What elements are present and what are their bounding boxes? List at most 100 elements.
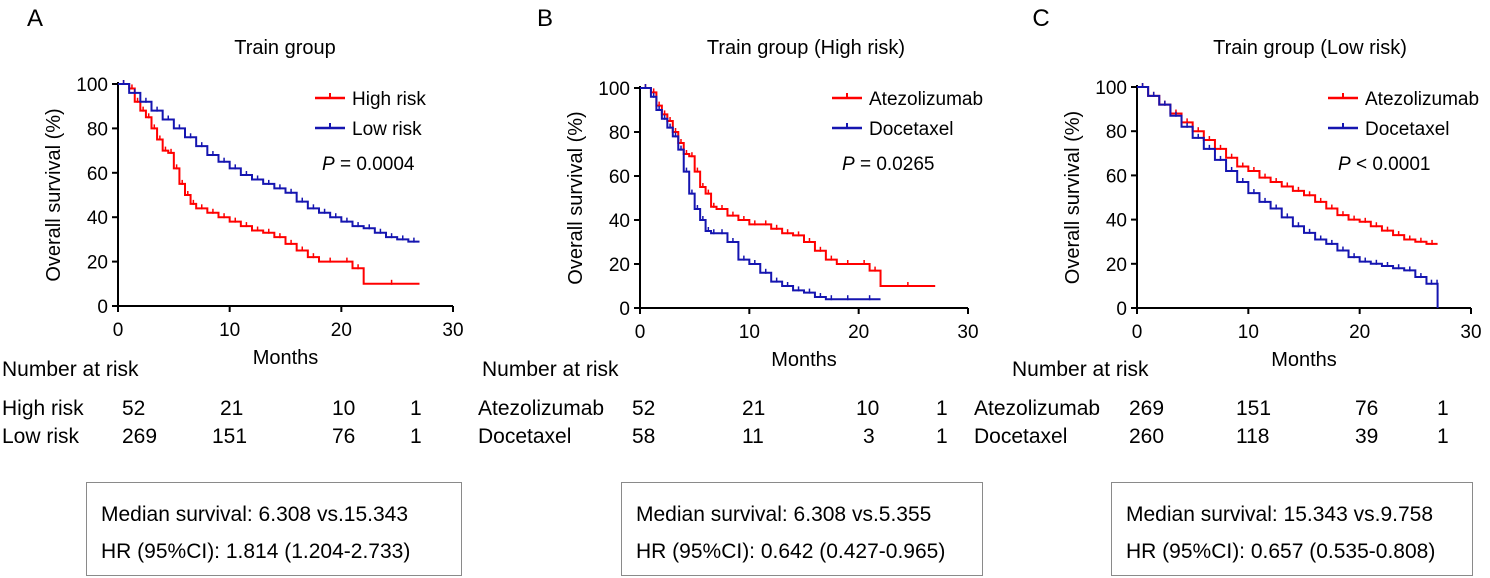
km-chart-c: C Train group (Low risk) 0 20 40 60 80 100 0 10 20… — [1032, 5, 1481, 371]
y-tick-label: 100 — [598, 79, 630, 100]
p-value-text: = 0.0004 — [335, 154, 415, 175]
summary-box: Median survival: 6.308 vs.15.343 HR (95%… — [86, 482, 462, 576]
legend-label: Low risk — [352, 119, 422, 140]
panel-a: A Train group 0 20 40 60 80 100 0 10 20 30 Months Ove… — [0, 0, 480, 578]
chart-title: Train group (Low risk) — [1213, 37, 1407, 59]
risk-cell: 10 — [332, 397, 356, 420]
risk-cell: 1 — [936, 425, 948, 448]
risk-cell: 52 — [122, 397, 146, 420]
summary-box: Median survival: 6.308 vs.5.355 HR (95%C… — [621, 482, 983, 576]
legend-label: Atezolizumab — [869, 89, 983, 110]
y-tick-label: 80 — [87, 119, 108, 140]
x-tick-label: 20 — [331, 320, 352, 341]
risk-cell: 1 — [936, 397, 948, 420]
y-tick-label: 80 — [1106, 122, 1127, 143]
risk-cell: 58 — [632, 425, 656, 448]
y-tick-label: 20 — [609, 255, 630, 276]
x-tick-label: 0 — [635, 322, 646, 343]
chart-title: Train group (High risk) — [707, 37, 905, 59]
risk-cell: 118 — [1236, 425, 1270, 448]
x-tick-label: 0 — [113, 320, 124, 341]
risk-cell: 1 — [410, 425, 422, 448]
p-value-symbol: P — [1338, 154, 1351, 175]
survival-curve — [118, 83, 420, 285]
p-value: P = 0.0265 — [842, 154, 934, 175]
x-tick-label: 0 — [1132, 322, 1143, 343]
y-tick-label: 60 — [609, 167, 630, 188]
risk-cell: 1 — [1437, 425, 1449, 448]
p-value-text: < 0.0001 — [1351, 154, 1431, 175]
panel-c: C Train group (Low risk) 0 20 40 60 80 100 0 10 20… — [974, 0, 1490, 578]
risk-cell: 1 — [410, 397, 422, 420]
y-tick-label: 0 — [1116, 299, 1127, 320]
y-axis-label: Overall survival (%) — [43, 108, 65, 281]
risk-cell: 269 — [122, 425, 158, 448]
y-tick-label: 80 — [609, 123, 630, 144]
risk-cell: 21 — [742, 397, 766, 420]
median-survival: Median survival: 6.308 vs.15.343 — [101, 503, 409, 526]
risk-row-label: Atezolizumab — [478, 397, 605, 420]
p-value: P = 0.0004 — [322, 154, 415, 175]
survival-curve — [1137, 86, 1439, 308]
chart-title: Train group — [234, 37, 336, 59]
risk-row-label: Atezolizumab — [974, 397, 1101, 420]
risk-cell: 151 — [1236, 397, 1272, 420]
risk-cell: 39 — [1355, 425, 1379, 448]
panel-letter: B — [537, 5, 553, 32]
x-axis-label: Months — [1271, 349, 1337, 371]
y-tick-label: 60 — [1106, 166, 1127, 187]
x-tick-label: 30 — [1460, 322, 1481, 343]
panel-b: B Train group (High risk) 0 20 40 60 80 100 0 10 2… — [478, 0, 983, 578]
risk-cell: 10 — [856, 397, 880, 420]
x-tick-label: 30 — [957, 322, 978, 343]
x-axis-label: Months — [253, 347, 319, 369]
y-tick-label: 40 — [1106, 211, 1127, 232]
risk-row-label: High risk — [2, 397, 84, 420]
y-tick-label: 20 — [1106, 255, 1127, 276]
hazard-ratio: HR (95%CI): 0.642 (0.427-0.965) — [636, 540, 946, 563]
risk-cell: 1 — [1437, 397, 1449, 420]
p-value: P < 0.0001 — [1338, 154, 1430, 175]
survival-curve — [640, 87, 936, 287]
risk-table-heading: Number at risk — [2, 358, 139, 381]
hazard-ratio: HR (95%CI): 1.814 (1.204-2.733) — [101, 540, 411, 563]
x-tick-label: 20 — [1349, 322, 1370, 343]
x-tick-label: 10 — [739, 322, 760, 343]
y-tick-label: 100 — [76, 75, 108, 96]
risk-cell: 3 — [863, 425, 875, 448]
km-chart-a: A Train group 0 20 40 60 80 100 0 10 20 30 Months Ove… — [27, 5, 464, 369]
median-survival: Median survival: 6.308 vs.5.355 — [636, 503, 932, 526]
y-tick-label: 0 — [619, 299, 630, 320]
y-tick-label: 100 — [1095, 78, 1127, 99]
risk-cell: 21 — [220, 397, 244, 420]
risk-row-label: Docetaxel — [478, 425, 572, 448]
risk-cell: 11 — [742, 425, 764, 448]
y-axis-label: Overall survival (%) — [1062, 111, 1084, 284]
y-tick-label: 40 — [609, 211, 630, 232]
p-value-text: = 0.0265 — [855, 154, 935, 175]
risk-cell: 76 — [332, 425, 356, 448]
risk-row-label: Docetaxel — [974, 425, 1068, 448]
y-tick-label: 60 — [87, 164, 108, 185]
y-tick-label: 0 — [97, 297, 108, 318]
risk-cell: 260 — [1129, 425, 1165, 448]
survival-curve — [640, 87, 881, 301]
x-tick-label: 10 — [219, 320, 240, 341]
x-tick-label: 20 — [848, 322, 869, 343]
y-axis-label: Overall survival (%) — [565, 111, 587, 284]
y-tick-label: 20 — [87, 253, 108, 274]
hazard-ratio: HR (95%CI): 0.657 (0.535-0.808) — [1126, 540, 1436, 563]
p-value-symbol: P — [322, 154, 335, 175]
panel-letter: A — [27, 5, 43, 32]
panel-letter: C — [1032, 5, 1049, 32]
y-tick-label: 40 — [87, 208, 108, 229]
p-value-symbol: P — [842, 154, 855, 175]
risk-row-label: Low risk — [2, 425, 80, 448]
x-tick-label: 10 — [1238, 322, 1259, 343]
risk-cell: 52 — [632, 397, 656, 420]
legend-label: High risk — [352, 89, 426, 110]
legend-label: Atezolizumab — [1365, 89, 1479, 110]
risk-table-heading: Number at risk — [1012, 358, 1149, 381]
median-survival: Median survival: 15.343 vs.9.758 — [1126, 503, 1434, 526]
summary-box: Median survival: 15.343 vs.9.758 HR (95%… — [1111, 482, 1473, 576]
